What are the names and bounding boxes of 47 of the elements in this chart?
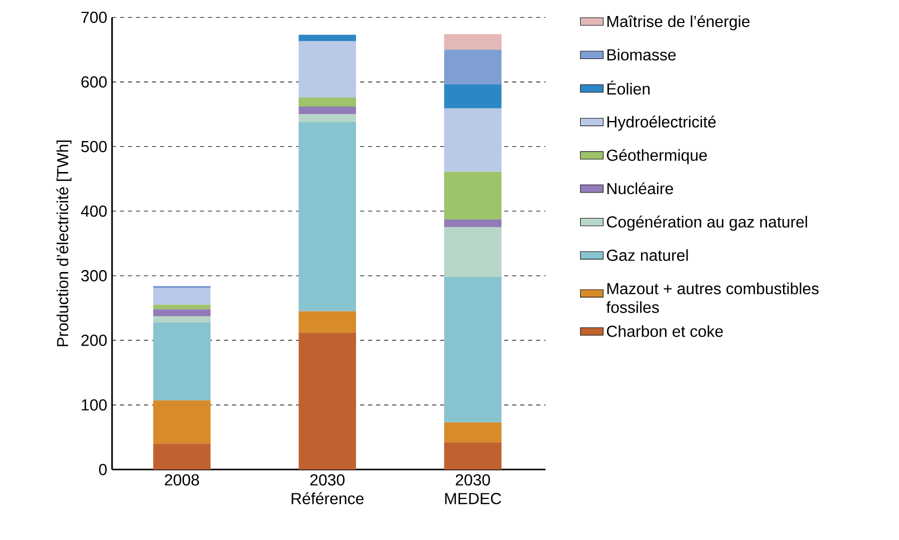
x-tick-label: 2008 [164, 474, 199, 486]
y-tick-label: 400 [81, 205, 107, 217]
bar [444, 422, 502, 442]
y-tick-label: 0 [99, 464, 107, 476]
y-tick-label: 700 [81, 12, 107, 23]
bar [298, 97, 356, 106]
y-tick-label: 500 [81, 140, 107, 152]
legend-label: Cogénération au gaz naturel [606, 216, 808, 231]
bar [153, 322, 211, 400]
bar [444, 84, 502, 108]
bar [298, 114, 356, 122]
x-tick-label: 2030 MEDEC [445, 474, 502, 504]
bar [298, 34, 356, 42]
bar [153, 400, 211, 444]
legend-label: Nucléaire [607, 182, 674, 194]
bar [444, 219, 502, 228]
legend-label: Biomasse [607, 48, 676, 60]
legend-label: Charbon et coke [606, 325, 723, 337]
legend-label: Éolien [607, 80, 650, 95]
legend-label: Géothermique [606, 148, 707, 164]
bar [444, 50, 502, 84]
bar [298, 106, 356, 114]
bar [298, 332, 356, 470]
bar [444, 172, 502, 220]
bar [444, 227, 502, 277]
bar [153, 444, 211, 470]
y-tick-label: 600 [81, 76, 107, 88]
y-tick-label: 100 [82, 399, 107, 410]
bar [153, 288, 211, 305]
y-tick-label: 300 [81, 270, 107, 282]
bar [153, 316, 211, 322]
bar [153, 309, 211, 316]
bar [444, 108, 502, 172]
bar [298, 311, 356, 332]
bar [444, 34, 502, 50]
bar [298, 41, 356, 98]
bar [298, 122, 356, 312]
bar [444, 276, 502, 422]
legend-label: Maîtrise de l’énergie [607, 15, 750, 30]
y-tick-label: 200 [81, 334, 107, 346]
y-axis-title: Production d’électricité [TWh] [56, 140, 72, 346]
bar [153, 304, 211, 310]
legend-label: Gaz naturel [606, 249, 688, 261]
x-tick-label: 2030 Référence [292, 474, 364, 504]
legend-label: Hydroélectricité [607, 116, 716, 131]
legend-label: Mazout + autres combustibles fossiles [606, 282, 819, 313]
bar [444, 442, 502, 470]
